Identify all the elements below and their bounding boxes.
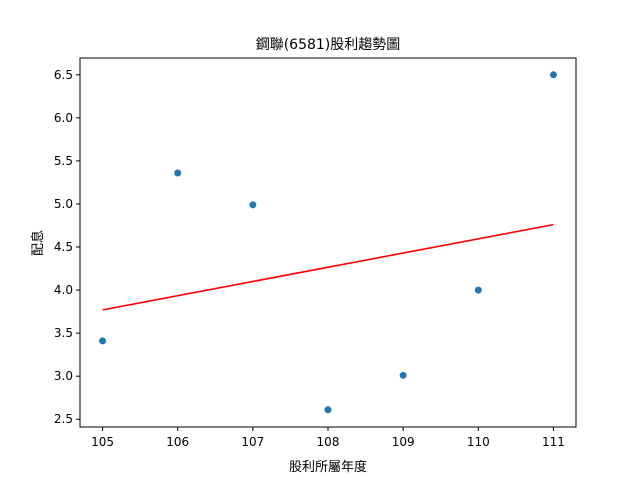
data-point-1 xyxy=(99,337,107,345)
y-tick-label-9: 6.5 xyxy=(54,68,73,82)
y-tick-label-8: 6.0 xyxy=(54,111,73,125)
x-tick-label-5: 109 xyxy=(392,435,415,449)
x-tick-label-6: 110 xyxy=(467,435,490,449)
chart-title: 鋼聯(6581)股利趨勢圖 xyxy=(256,37,401,53)
plot-area: 105 106 107 108 109 110 111 2.5 3.0 3.5 4.0 4.5 5.0 5… xyxy=(54,57,577,449)
x-axis-label: 股利所屬年度 xyxy=(289,459,367,475)
x-tick-label-4: 108 xyxy=(317,435,340,449)
data-point-3 xyxy=(249,201,257,209)
x-tick-label-2: 106 xyxy=(166,435,189,449)
y-tick-label-4: 4.0 xyxy=(54,283,73,297)
x-tick-label-1: 105 xyxy=(91,435,114,449)
data-point-4 xyxy=(324,406,332,414)
y-tick-label-2: 3.0 xyxy=(54,369,73,383)
x-tick-label-3: 107 xyxy=(241,435,264,449)
y-tick-label-5: 4.5 xyxy=(54,240,73,254)
x-tick-label-7: 111 xyxy=(542,435,565,449)
trend-line xyxy=(102,223,554,311)
data-point-5 xyxy=(399,371,407,379)
y-tick-label-1: 2.5 xyxy=(54,412,73,426)
y-tick-label-7: 5.5 xyxy=(54,154,73,168)
data-point-2 xyxy=(174,169,182,177)
data-point-7 xyxy=(549,71,557,79)
data-point-6 xyxy=(474,286,482,294)
y-tick-label-6: 5.0 xyxy=(54,197,73,211)
y-axis-label: 配息 xyxy=(30,230,46,256)
y-tick-label-3: 3.5 xyxy=(54,326,73,340)
